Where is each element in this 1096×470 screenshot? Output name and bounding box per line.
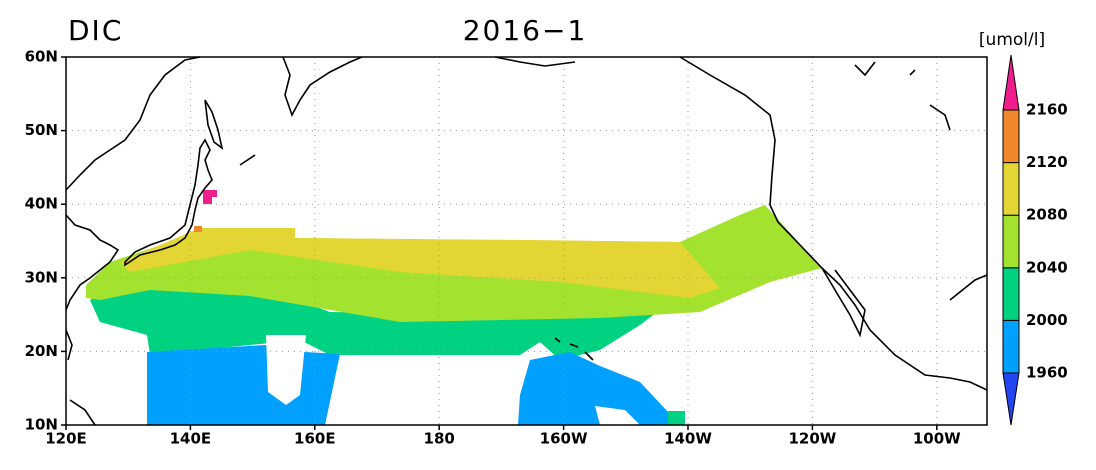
coastline bbox=[821, 267, 866, 338]
colorbar-segment bbox=[1002, 267, 1020, 321]
unit-label: [umol/l] bbox=[979, 30, 1045, 50]
region-1960-2000 bbox=[518, 352, 668, 425]
map-frame bbox=[65, 56, 988, 426]
lat-label: 30N bbox=[25, 268, 58, 286]
coastline bbox=[65, 214, 120, 311]
colorbar-segment bbox=[1002, 214, 1020, 269]
region-2120-2160 bbox=[194, 226, 202, 232]
colorbar-label: 2160 bbox=[1026, 101, 1068, 119]
colorbar-segment bbox=[1002, 319, 1020, 374]
coastline bbox=[65, 56, 201, 191]
colorbar: 1960 2000 2040 2080 2120 2160 bbox=[1002, 54, 1068, 426]
lat-label: 40N bbox=[25, 195, 58, 213]
region-1960-2000 bbox=[147, 345, 340, 425]
coastline bbox=[124, 138, 213, 267]
coastline bbox=[554, 337, 594, 361]
lon-label: 120E bbox=[45, 430, 87, 448]
lat-label: 60N bbox=[25, 48, 58, 66]
lon-label: 180 bbox=[424, 430, 455, 448]
colorbar-segment bbox=[1002, 109, 1020, 164]
colorbar-label: 1960 bbox=[1026, 364, 1068, 382]
coastlines bbox=[65, 56, 988, 426]
period-title: 2016−1 bbox=[463, 14, 588, 47]
coastline bbox=[494, 56, 988, 391]
lon-label: 140E bbox=[170, 430, 212, 448]
lon-label: 100W bbox=[913, 430, 961, 448]
lon-label: 120W bbox=[788, 430, 836, 448]
dic-field bbox=[86, 190, 822, 425]
lon-label: 140W bbox=[664, 430, 712, 448]
colorbar-label: 2040 bbox=[1026, 258, 1068, 276]
lon-label: 160E bbox=[294, 430, 336, 448]
colorbar-cap bbox=[1002, 54, 1020, 111]
coastline bbox=[854, 61, 988, 301]
lat-label: 20N bbox=[25, 342, 58, 360]
graticule bbox=[66, 57, 987, 425]
lat-label: 50N bbox=[25, 121, 58, 139]
lon-label: 160W bbox=[540, 430, 588, 448]
coastline bbox=[204, 99, 256, 166]
coastline bbox=[282, 56, 363, 117]
colorbar-label: 2000 bbox=[1026, 311, 1068, 329]
lat-label: 10N bbox=[25, 416, 58, 434]
colorbar-label: 2120 bbox=[1026, 153, 1068, 171]
region-2000-2040 bbox=[668, 411, 685, 425]
region-above-2160 bbox=[203, 190, 217, 204]
colorbar-cap bbox=[1002, 372, 1020, 426]
region-2080-2120 bbox=[120, 228, 720, 298]
colorbar-label: 2080 bbox=[1026, 206, 1068, 224]
no-data bbox=[266, 335, 306, 405]
colorbar-segment bbox=[1002, 162, 1020, 216]
no-data bbox=[595, 406, 640, 425]
variable-title: DIC bbox=[68, 14, 123, 47]
coastline bbox=[65, 329, 96, 426]
